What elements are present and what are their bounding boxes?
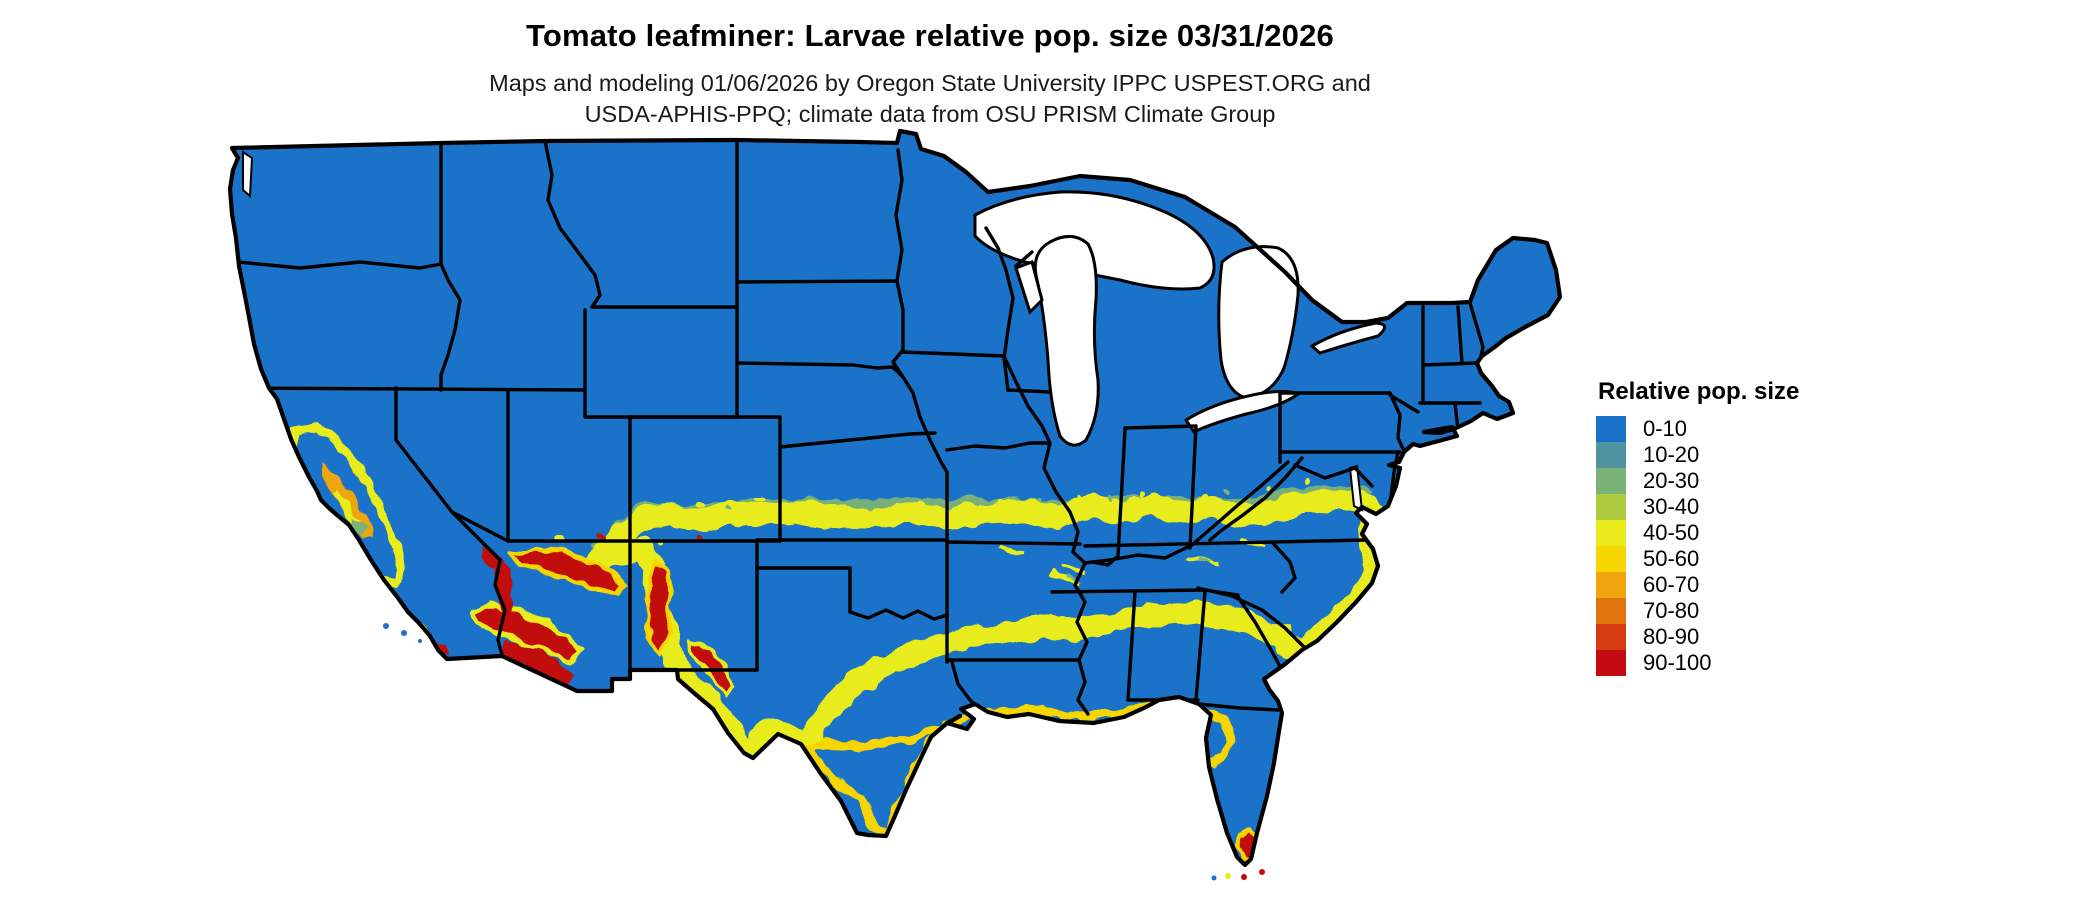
southern-high-band — [587, 484, 1386, 761]
legend-item: 70-80 — [1596, 598, 1896, 624]
legend-item-label: 0-10 — [1643, 416, 1688, 441]
lake-ontario — [1309, 321, 1386, 355]
attribution-line-2: USDA-APHIS-PPQ; climate data from OSU PR… — [584, 101, 1276, 127]
legend-swatch — [1596, 494, 1626, 520]
legend-item: 40-50 — [1596, 520, 1896, 546]
legend-item-label: 10-20 — [1643, 442, 1700, 467]
legend-title: Relative pop. size — [1598, 378, 1800, 405]
legend-swatch — [1596, 546, 1626, 572]
legend-item: 20-30 — [1596, 468, 1896, 494]
legend-swatch — [1596, 650, 1626, 676]
legend-item-label: 50-60 — [1643, 546, 1700, 571]
map-legend: Relative pop. size 0-10 10-20 20-30 30-40 40… — [1596, 378, 1896, 676]
legend-item: 80-90 — [1596, 624, 1896, 650]
legend-item: 50-60 — [1596, 546, 1896, 572]
legend-item-label: 90-100 — [1643, 650, 1712, 675]
legend-swatch — [1596, 598, 1626, 624]
legend-item: 10-20 — [1596, 442, 1896, 468]
green-bay — [1014, 260, 1044, 315]
legend-item: 30-40 — [1596, 494, 1896, 520]
legend-item-label: 20-30 — [1643, 468, 1700, 493]
puget-sound — [242, 150, 254, 199]
legend-item-label: 80-90 — [1643, 624, 1700, 649]
page-title: Tomato leafminer: Larvae relative pop. s… — [526, 18, 1334, 53]
legend-item-label: 30-40 — [1643, 494, 1700, 519]
legend-item: 90-100 — [1596, 650, 1896, 676]
legend-swatch — [1596, 442, 1626, 468]
legend-swatch — [1596, 468, 1626, 494]
legend-swatch — [1596, 624, 1626, 650]
legend-item-label: 60-70 — [1643, 572, 1700, 597]
state-borders — [230, 138, 1485, 716]
legend-swatch — [1596, 416, 1626, 442]
band-north-speckles — [697, 479, 1313, 511]
attribution-line-1: Maps and modeling 01/06/2026 by Oregon S… — [489, 70, 1371, 96]
map-attribution: Maps and modeling 01/06/2026 by Oregon S… — [140, 68, 1720, 130]
offshore-islands — [383, 623, 1265, 881]
legend-item-label: 40-50 — [1643, 520, 1700, 545]
legend-item: 60-70 — [1596, 572, 1896, 598]
legend-swatch — [1596, 572, 1626, 598]
legend-item-label: 70-80 — [1643, 598, 1700, 623]
map-header: Tomato leafminer: Larvae relative pop. s… — [140, 0, 1720, 130]
legend-items: 0-10 10-20 20-30 30-40 40-50 50-60 60-70 70-80 8… — [1596, 416, 1896, 676]
lake-huron — [1217, 245, 1300, 400]
legend-swatch — [1596, 520, 1626, 546]
legend-item: 0-10 — [1596, 416, 1896, 442]
